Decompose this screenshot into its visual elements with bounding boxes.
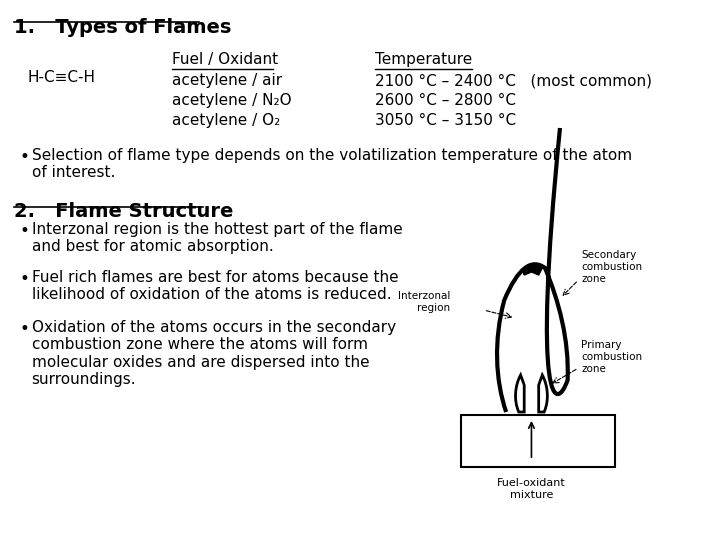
Text: Temperature: Temperature — [375, 52, 472, 67]
Bar — [461, 415, 615, 467]
Text: Selection of flame type depends on the volatilization temperature of the atom
of: Selection of flame type depends on the v… — [32, 148, 631, 180]
PathPatch shape — [516, 375, 524, 412]
Text: Oxidation of the atoms occurs in the secondary
combustion zone where the atoms w: Oxidation of the atoms occurs in the sec… — [32, 320, 396, 387]
Text: acetylene / air: acetylene / air — [172, 73, 282, 88]
PathPatch shape — [539, 375, 547, 412]
Text: acetylene / O₂: acetylene / O₂ — [172, 113, 280, 128]
Text: H-C≡C-H: H-C≡C-H — [27, 70, 95, 85]
Text: Secondary
combustion
zone: Secondary combustion zone — [581, 251, 642, 284]
Text: Primary
combustion
zone: Primary combustion zone — [581, 340, 642, 374]
PathPatch shape — [523, 264, 542, 275]
Text: Fuel rich flames are best for atoms because the
likelihood of oxidation of the a: Fuel rich flames are best for atoms beca… — [32, 270, 398, 302]
Text: Interzonal region is the hottest part of the flame
and best for atomic absorptio: Interzonal region is the hottest part of… — [32, 222, 402, 254]
Text: •: • — [20, 320, 30, 338]
Text: acetylene / N₂O: acetylene / N₂O — [172, 93, 292, 108]
Text: Interzonal
region: Interzonal region — [397, 291, 450, 313]
Text: 2100 °C – 2400 °C   (most common): 2100 °C – 2400 °C (most common) — [375, 73, 652, 88]
Text: •: • — [20, 222, 30, 240]
Text: 3050 °C – 3150 °C: 3050 °C – 3150 °C — [375, 113, 516, 128]
Text: 1.   Types of Flames: 1. Types of Flames — [14, 18, 231, 37]
PathPatch shape — [497, 264, 568, 412]
Text: 2.   Flame Structure: 2. Flame Structure — [14, 202, 233, 221]
Text: •: • — [20, 148, 30, 166]
Text: Fuel-oxidant
mixture: Fuel-oxidant mixture — [497, 478, 566, 500]
Text: 2600 °C – 2800 °C: 2600 °C – 2800 °C — [375, 93, 516, 108]
Text: •: • — [20, 270, 30, 288]
Text: Fuel / Oxidant: Fuel / Oxidant — [172, 52, 278, 67]
